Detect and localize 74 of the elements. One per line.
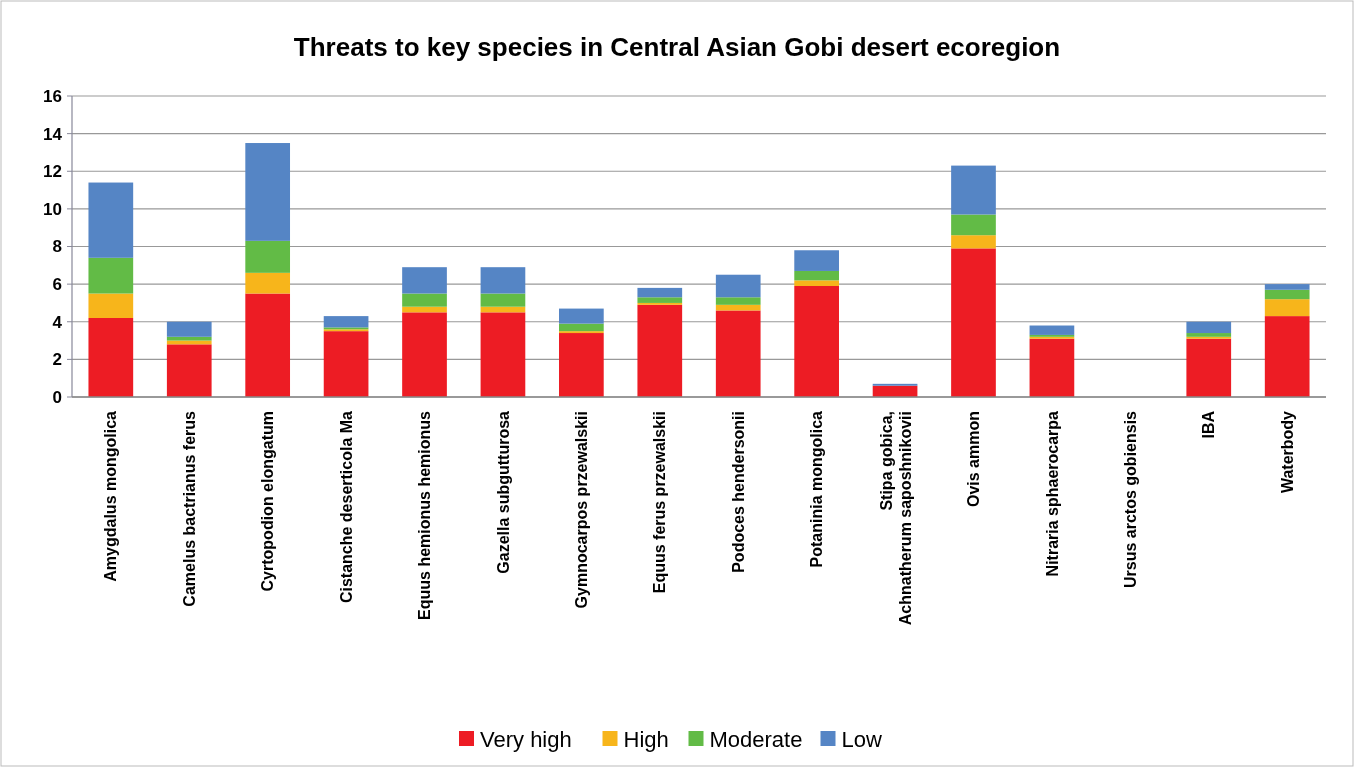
bar <box>480 312 526 397</box>
chart-title: Threats to key species in Central Asian Gobi desert ecoregion <box>293 32 1061 62</box>
bar <box>323 316 369 328</box>
bar <box>951 248 996 397</box>
bar <box>951 165 996 215</box>
x-tick-label: IBA <box>1200 410 1218 439</box>
bar <box>166 336 212 341</box>
bar <box>559 308 604 324</box>
x-tick-label: Waterbody <box>1278 410 1296 494</box>
bar <box>951 235 996 249</box>
bar <box>402 312 447 397</box>
bar <box>88 182 134 258</box>
bar <box>1186 338 1232 397</box>
y-tick-label: 8 <box>52 237 62 257</box>
bar <box>637 287 683 298</box>
bar <box>245 143 291 241</box>
bar <box>402 293 447 307</box>
bar <box>166 344 212 397</box>
x-tick-label: Podoces hendersonii <box>729 411 747 573</box>
x-tick-label: Potaninia mongolica <box>808 410 826 568</box>
x-tick-label: Stipa gobica, Achnatherum saposhnikovii <box>877 411 915 626</box>
y-tick-label: 12 <box>43 162 62 182</box>
bar <box>1264 289 1310 300</box>
x-tick-label: Ovis ammon <box>965 411 983 508</box>
y-tick-label: 14 <box>43 124 63 144</box>
bar <box>794 250 839 271</box>
x-tick-label: Nitraria sphaerocarpa <box>1043 410 1061 577</box>
bar <box>1029 338 1075 397</box>
bar <box>794 270 839 281</box>
bar <box>1264 284 1310 290</box>
x-tick-label: Amygdalus mongolica <box>102 410 120 582</box>
x-tick-label: Ursus arctos gobiensis <box>1121 410 1139 588</box>
y-tick-label: 16 <box>43 86 62 106</box>
bar <box>245 293 291 397</box>
bar <box>480 293 526 307</box>
bar <box>637 304 683 397</box>
bar <box>480 267 526 294</box>
legend-label: Moderate <box>709 726 803 752</box>
bar <box>951 214 996 236</box>
bar <box>402 267 447 294</box>
bar <box>559 323 604 332</box>
bar <box>245 272 291 294</box>
y-tick-label: 0 <box>52 387 62 407</box>
legend-label: Very high <box>480 726 572 752</box>
bar <box>559 333 604 397</box>
bar <box>88 293 134 318</box>
x-tick-label: Camelus bactrianus ferus <box>180 410 198 607</box>
x-tick-label: Gymnocarpos przewalskii <box>572 411 590 609</box>
x-tick-label: Cyrtopodion elongatum <box>259 411 277 592</box>
bar <box>1264 299 1310 317</box>
bar <box>1029 325 1075 335</box>
x-tick-label: Cistanche deserticola Ma <box>337 410 355 604</box>
y-tick-label: 10 <box>43 199 62 219</box>
y-tick-label: 4 <box>52 312 63 332</box>
bar <box>794 280 839 287</box>
x-tick-label: Equus hemionus hemionus <box>416 410 434 620</box>
bar <box>1186 321 1232 334</box>
y-tick-label: 6 <box>52 275 62 295</box>
bar <box>88 257 134 294</box>
y-tick-label: 2 <box>52 350 62 370</box>
legend-label: High <box>623 726 669 752</box>
bar <box>1264 316 1310 397</box>
x-tick-label: Gazella subgutturosa <box>494 410 512 574</box>
bar <box>715 274 761 298</box>
bar <box>715 297 761 305</box>
bar <box>166 321 212 337</box>
legend-label: Low <box>841 726 882 752</box>
bar <box>794 286 839 397</box>
bar <box>245 240 291 273</box>
x-tick-label: Equus ferus przewalskii <box>651 411 669 594</box>
bar <box>637 297 683 303</box>
bar <box>323 331 369 397</box>
bar <box>715 310 761 397</box>
bar <box>88 317 134 397</box>
